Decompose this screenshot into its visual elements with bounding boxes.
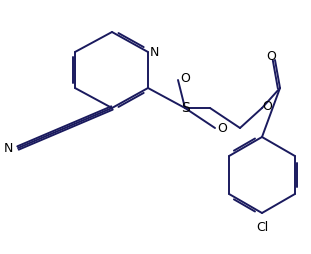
Text: O: O [217, 122, 227, 135]
Text: Cl: Cl [256, 221, 268, 234]
Text: O: O [266, 50, 276, 62]
Text: N: N [4, 141, 13, 154]
Text: O: O [180, 71, 190, 85]
Text: O: O [262, 100, 272, 113]
Text: S: S [182, 101, 190, 115]
Text: N: N [149, 45, 159, 58]
